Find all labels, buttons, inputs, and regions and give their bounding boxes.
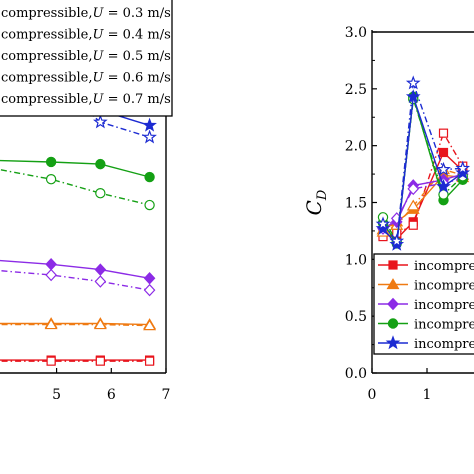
right-y-tick-label: 2.5 [345,82,367,98]
left-x-tick-label: 6 [107,387,116,403]
right-legend-label: incompressible [414,318,474,333]
right-legend-marker [387,318,399,329]
right-y-tick-label: 0.0 [345,366,367,382]
left-data-point [144,199,155,211]
right-data-point [455,160,471,175]
right-data-point [406,199,420,211]
left-x-tick-label: 7 [162,387,171,403]
right-data-point [438,128,449,138]
right-data-point [375,216,391,231]
right-legend-marker [388,260,398,270]
left-legend-label: compressible,U = 0.7 m/s [1,92,171,107]
right-data-point [438,147,449,158]
left-legend-label: compressible,U = 0.5 m/s [1,49,171,64]
right-y-tick-label: 0.5 [345,309,367,325]
left-data-point [95,187,106,199]
left-data-point [142,117,157,132]
left-series-line [0,259,150,279]
left-data-point [45,257,57,271]
left-data-point [143,319,157,331]
left-data-point [95,356,105,366]
left-data-point [93,318,107,330]
right-y-tick-label: 1.0 [345,252,367,268]
right-data-point [455,165,471,180]
left-data-point [142,129,157,144]
left-data-point [46,356,56,366]
right-legend-label: incompressible [414,259,474,274]
left-legend: compressible,U = 0.3 m/s compressible,U =… [0,0,173,117]
right-legend-label: incompressible [414,337,474,352]
left-legend-label: compressible,U = 0.3 m/s [1,6,171,21]
left-legend-label: compressible,U = 0.6 m/s [1,71,171,86]
left-data-point [144,356,155,366]
left-series-line [0,168,150,206]
left-series-line [0,269,150,291]
right-data-point [389,233,405,248]
right-y-tick-label: 1.5 [345,196,367,212]
right-legend-marker [387,297,399,311]
left-data-point [94,275,107,288]
right-data-point [436,178,451,193]
left-series-line [0,322,150,326]
left-data-point [95,158,106,170]
left-data-point [144,171,155,183]
left-data-point [143,283,156,297]
right-legend-label: incompressible [414,279,474,294]
left-data-point [45,173,57,185]
left-data-point [94,263,107,276]
right-x-tick-label: 0 [368,387,377,403]
right-panel: 0.00.51.01.52.02.53.001CDincompressiblei… [302,25,474,403]
left-data-point [93,114,108,129]
left-data-point [45,268,57,282]
right-legend-marker [386,278,400,290]
right-legend-label: incompressible [414,298,474,313]
left-x-tick-label: 5 [52,387,61,403]
left-legend-box [0,0,173,117]
right-data-point [408,220,418,230]
left-data-point [45,156,57,168]
left-data-point [143,271,156,285]
right-data-point [405,75,421,90]
right-data-point [407,182,420,196]
left-legend-label: compressible,U = 0.4 m/s [1,28,171,43]
right-legend-marker [385,335,401,350]
right-y-tick-label: 2.0 [345,139,367,155]
left-series-line [0,323,150,327]
left-data-point [44,318,58,330]
right-data-point [438,189,449,200]
right-y-tick-label: 3.0 [345,25,367,41]
right-x-tick-label: 1 [423,387,432,403]
right-data-point [375,220,391,235]
right-data-point [436,161,451,176]
left-series-line [0,159,150,178]
right-series-line [382,98,464,245]
right-legend: incompressible incompressible incompressib… [373,253,474,355]
right-y-axis-label: CD [302,189,330,215]
